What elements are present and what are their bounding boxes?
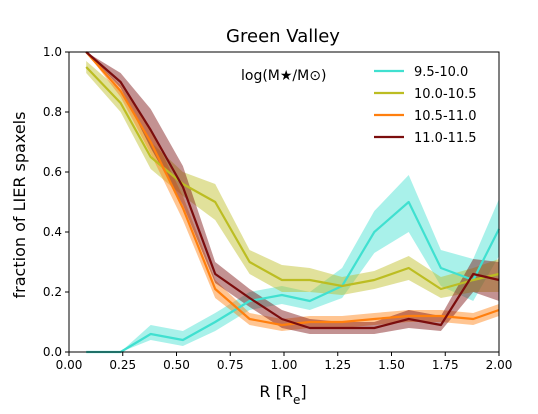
x-tick-label: 1.25 [324, 358, 351, 372]
x-tick-label: 0.25 [109, 358, 136, 372]
y-tick-label: 1.0 [43, 45, 62, 59]
legend-label-1: 10.0-10.5 [414, 87, 477, 102]
legend-label-2: 10.5-11.0 [414, 109, 477, 124]
x-tick-label: 0.00 [56, 358, 83, 372]
y-tick-label: 0.0 [43, 345, 62, 359]
y-tick-label: 0.4 [43, 225, 62, 239]
band-series-3 [86, 52, 499, 334]
x-axis-label: R [Re] [259, 382, 306, 407]
legend-label-0: 9.5-10.0 [414, 65, 468, 80]
legend-title: log(M★/M⊙) [241, 68, 326, 84]
x-tick-label: 2.00 [486, 358, 513, 372]
x-tick-label: 1.50 [378, 358, 405, 372]
y-axis-label: fraction of LIER spaxels [10, 112, 29, 299]
x-tick-label: 0.50 [163, 358, 190, 372]
y-tick-label: 0.6 [43, 165, 62, 179]
y-tick-label: 0.8 [43, 105, 62, 119]
x-axis-ticks: 0.00 0.25 0.50 0.75 1.00 1.25 1.50 1.75 2.00 [56, 352, 513, 372]
x-tick-label: 1.00 [271, 358, 298, 372]
y-axis-ticks: 0.0 0.2 0.4 0.6 0.8 1.0 [43, 45, 69, 359]
line-series-0 [86, 200, 500, 354]
line-series-3 [85, 51, 500, 330]
legend-label-3: 11.0-11.5 [414, 131, 477, 146]
chart-title: Green Valley [226, 26, 340, 47]
x-axis-label-sub: e [293, 393, 300, 407]
y-tick-label: 0.2 [43, 285, 62, 299]
line-series-1 [85, 66, 500, 291]
x-tick-label: 0.75 [217, 358, 244, 372]
x-axis-label-main: R [259, 382, 270, 401]
band-series-0 [86, 175, 499, 352]
x-tick-label: 1.75 [432, 358, 459, 372]
series-lines [85, 51, 500, 354]
legend: 9.5-10.0 10.0-10.5 10.5-11.0 11.0-11.5 [374, 65, 477, 146]
x-axis-label-unit: R [282, 382, 293, 401]
